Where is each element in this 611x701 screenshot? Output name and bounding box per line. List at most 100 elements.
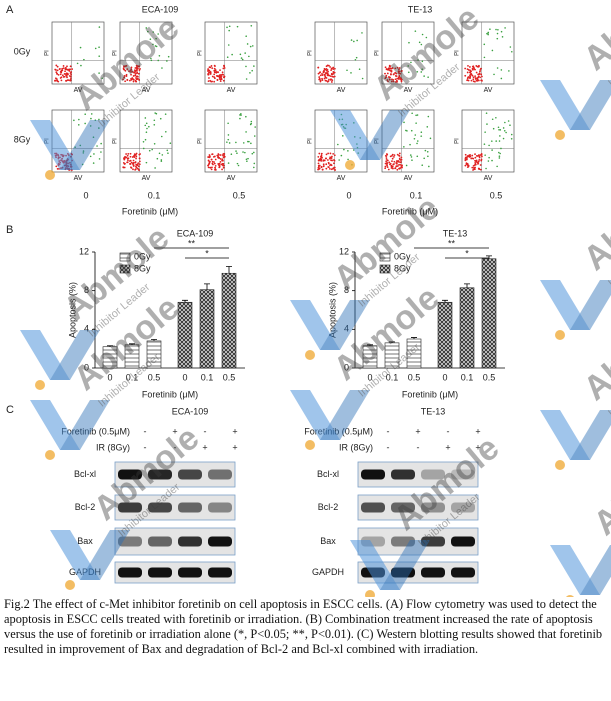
event-dot <box>96 145 98 147</box>
blot-band <box>451 502 475 513</box>
treatment-sign: - <box>417 442 420 452</box>
event-dot <box>411 112 413 115</box>
event-dot <box>124 162 126 165</box>
event-dot <box>134 161 137 163</box>
event-dot <box>98 46 100 49</box>
event-dot <box>167 55 170 58</box>
treatment-sign: + <box>415 426 420 436</box>
watermark-dot <box>45 450 55 460</box>
blot-band <box>421 502 445 513</box>
blot-band <box>148 567 172 578</box>
event-dot <box>398 152 401 155</box>
event-dot <box>78 118 80 121</box>
event-dot <box>477 167 480 170</box>
event-dot <box>132 78 135 81</box>
event-dot <box>80 64 82 67</box>
event-dot <box>136 75 139 78</box>
event-dot <box>397 70 400 73</box>
event-dot <box>208 154 211 156</box>
event-dot <box>151 148 153 151</box>
event-dot <box>477 65 480 68</box>
event-dot <box>92 136 95 139</box>
legend-label: 8Gy <box>134 263 151 273</box>
event-dot <box>496 165 498 168</box>
event-dot <box>486 123 488 125</box>
event-dot <box>350 39 353 41</box>
event-dot <box>129 155 132 158</box>
event-dot <box>57 80 60 83</box>
significance-label: ** <box>188 238 196 248</box>
event-dot <box>386 164 388 167</box>
event-dot <box>218 166 221 168</box>
event-dot <box>98 158 101 160</box>
event-dot <box>498 155 501 157</box>
event-dot <box>153 142 156 145</box>
event-dot <box>466 155 469 157</box>
event-dot <box>397 160 400 162</box>
event-dot <box>330 78 332 81</box>
event-dot <box>130 66 133 69</box>
event-dot <box>55 165 58 168</box>
axis-label: AV <box>404 87 413 94</box>
event-dot <box>222 166 225 169</box>
event-dot <box>510 133 513 136</box>
event-dot <box>361 32 363 34</box>
event-dot <box>211 166 213 169</box>
event-dot <box>248 55 250 58</box>
event-dot <box>327 70 329 73</box>
watermark-dot <box>566 595 574 597</box>
event-dot <box>498 157 501 159</box>
protein-label: Bax <box>320 536 336 546</box>
y-tick-label: 4 <box>344 324 349 334</box>
treatment-sign: - <box>447 426 450 436</box>
event-dot <box>138 79 141 81</box>
event-dot <box>134 153 137 156</box>
event-dot <box>338 159 340 161</box>
event-dot <box>244 52 246 54</box>
event-dot <box>247 140 249 143</box>
event-dot <box>326 73 329 76</box>
watermark-logo <box>540 410 590 460</box>
event-dot <box>386 166 389 169</box>
event-dot <box>55 79 58 82</box>
event-dot <box>421 60 424 63</box>
event-dot <box>153 123 156 126</box>
event-dot <box>223 65 226 68</box>
event-dot <box>361 77 364 80</box>
watermark-logo <box>570 410 611 460</box>
axis-label: AV <box>142 87 151 94</box>
event-dot <box>495 116 497 119</box>
event-dot <box>320 155 323 158</box>
event-dot <box>410 61 412 64</box>
watermark-logo <box>20 330 70 380</box>
event-dot <box>321 79 324 82</box>
event-dot <box>472 80 475 83</box>
panel-title: ECA-109 <box>142 4 179 14</box>
event-dot <box>326 80 329 83</box>
x-tick-label: 0.5 <box>408 372 421 382</box>
event-dot <box>131 70 134 73</box>
event-dot <box>56 69 59 72</box>
event-dot <box>317 66 320 69</box>
axis-label: AV <box>142 175 151 182</box>
event-dot <box>247 157 249 160</box>
event-dot <box>208 162 211 165</box>
event-dot <box>330 157 333 159</box>
event-dot <box>161 67 163 69</box>
event-dot <box>124 80 127 83</box>
watermark-dot <box>345 160 355 170</box>
event-dot <box>213 77 216 80</box>
event-dot <box>221 162 224 165</box>
blot-band <box>118 502 142 513</box>
x-tick-label: 0.5 <box>223 372 236 382</box>
event-dot <box>231 53 233 56</box>
blot-band <box>208 502 232 513</box>
event-dot <box>160 135 163 138</box>
event-dot <box>145 161 148 164</box>
event-dot <box>217 71 220 74</box>
event-dot <box>213 155 216 158</box>
event-dot <box>429 137 432 140</box>
event-dot <box>131 162 134 165</box>
event-dot <box>398 155 401 157</box>
event-dot <box>330 81 333 83</box>
